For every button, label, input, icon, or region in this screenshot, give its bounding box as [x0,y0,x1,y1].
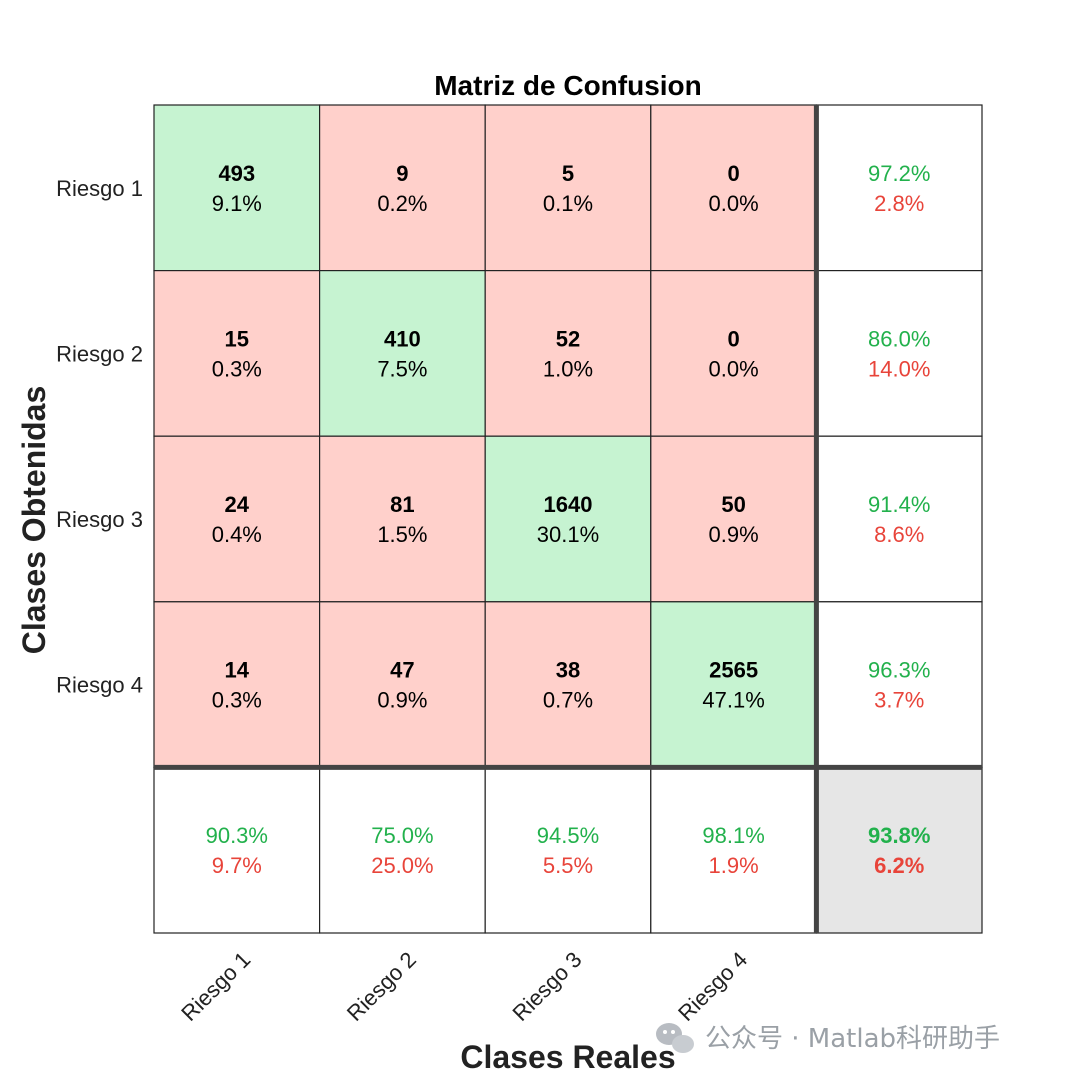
cell-count: 52 [556,326,580,351]
matrix-cells: 493 9.1% 9 0.2% 5 0.1% 0 0.0% 15 0.3% 410 7.5% 52 1.0… [153,104,983,934]
x-axis-title: Clases Reales [460,1039,675,1075]
diagonal-cell [153,104,321,272]
row-precision: 97.2% [868,161,930,186]
column-summary-cell [484,766,652,934]
column-recall: 90.3% [206,823,268,848]
watermark-text: 公众号 · Matlab科研助手 [705,1024,1000,1054]
off-diagonal-cell [153,270,321,437]
cell-count: 0 [727,161,739,186]
column-labels: Riesgo 1 Riesgo 2 Riesgo 3 Riesgo 4 [176,947,752,1026]
column-summary-cell [153,766,321,934]
off-diagonal-cell [484,270,652,437]
cell-count: 9 [396,161,408,186]
row-summary-cell [815,270,983,437]
column-label: Riesgo 2 [342,947,421,1026]
cell-count: 1640 [544,492,593,517]
off-diagonal-cell [650,435,817,603]
cell-percent: 1.0% [543,356,593,381]
column-error: 1.9% [709,853,759,878]
off-diagonal-cell [153,435,321,603]
diagonal-cell [650,601,817,768]
y-axis-title: Clases Obtenidas [16,386,52,655]
row-summary-cell [815,435,983,603]
off-diagonal-cell [319,601,486,768]
column-label: Riesgo 4 [673,947,752,1026]
overall-accuracy: 93.8% [868,823,930,848]
row-summary-cell [815,104,983,272]
off-diagonal-cell [484,601,652,768]
wechat-icon [656,1023,694,1053]
off-diagonal-cell [319,104,486,272]
row-error: 2.8% [874,191,924,216]
watermark: 公众号 · Matlab科研助手 [656,1023,1000,1054]
row-error: 14.0% [868,356,930,381]
cell-percent: 0.2% [377,191,427,216]
column-error: 5.5% [543,853,593,878]
row-error: 8.6% [874,522,924,547]
row-label: Riesgo 1 [56,176,143,201]
cell-percent: 47.1% [702,688,764,713]
column-summary-cell [319,766,486,934]
column-error: 9.7% [212,853,262,878]
row-summary-cell [815,601,983,768]
cell-count: 5 [562,161,574,186]
column-summary-cell [650,766,817,934]
cell-percent: 0.9% [377,688,427,713]
cell-percent: 9.1% [212,191,262,216]
cell-count: 493 [218,161,255,186]
cell-percent: 0.0% [709,191,759,216]
column-recall: 94.5% [537,823,599,848]
cell-count: 14 [225,658,250,683]
overall-accuracy-cell [815,766,983,934]
cell-count: 50 [721,492,745,517]
cell-percent: 0.4% [212,522,262,547]
column-label: Riesgo 3 [507,947,586,1026]
diagonal-cell [484,435,652,603]
row-label: Riesgo 3 [56,507,143,532]
cell-percent: 0.3% [212,356,262,381]
diagonal-cell [319,270,486,437]
chart-title: Matriz de Confusion [434,70,702,101]
cell-percent: 0.0% [709,356,759,381]
cell-count: 15 [225,326,249,351]
row-labels: Riesgo 1 Riesgo 2 Riesgo 3 Riesgo 4 [56,176,143,698]
off-diagonal-cell [319,435,486,603]
off-diagonal-cell [484,104,652,272]
cell-percent: 7.5% [377,356,427,381]
off-diagonal-cell [153,601,321,768]
cell-count: 2565 [709,658,758,683]
cell-percent: 0.3% [212,688,262,713]
off-diagonal-cell [650,104,817,272]
cell-count: 24 [225,492,250,517]
cell-count: 81 [390,492,414,517]
cell-percent: 1.5% [377,522,427,547]
cell-count: 38 [556,658,580,683]
row-error: 3.7% [874,688,924,713]
off-diagonal-cell [650,270,817,437]
cell-percent: 0.9% [709,522,759,547]
row-precision: 96.3% [868,658,930,683]
row-label: Riesgo 4 [56,673,143,698]
cell-count: 47 [390,658,414,683]
cell-percent: 0.1% [543,191,593,216]
column-label: Riesgo 1 [176,947,255,1026]
column-recall: 98.1% [702,823,764,848]
row-precision: 86.0% [868,326,930,351]
column-error: 25.0% [371,853,433,878]
cell-percent: 30.1% [537,522,599,547]
cell-count: 0 [727,326,739,351]
cell-percent: 0.7% [543,688,593,713]
column-recall: 75.0% [371,823,433,848]
cell-count: 410 [384,326,421,351]
row-precision: 91.4% [868,492,930,517]
row-label: Riesgo 2 [56,341,143,366]
overall-error: 6.2% [874,853,924,878]
